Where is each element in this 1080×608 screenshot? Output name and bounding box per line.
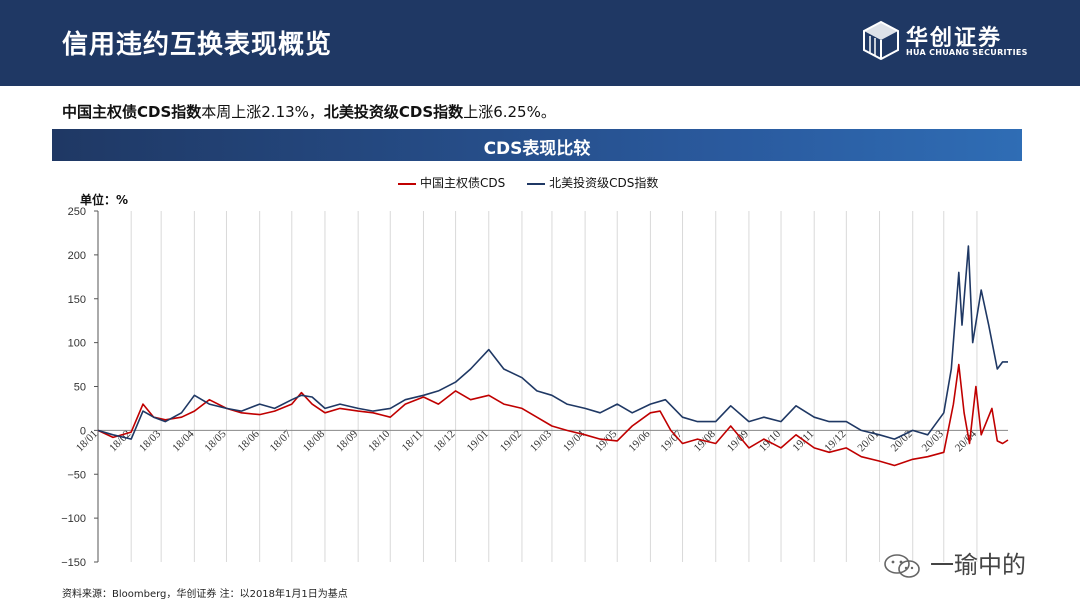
x-tick-label: 18/11: [400, 428, 426, 454]
page-title: 信用违约互换表现概览: [62, 30, 333, 60]
legend-item-china: 中国主权债CDS: [398, 174, 505, 191]
legend-swatch-na: [527, 182, 546, 185]
company-logo: 华创证券 HUA CHUANG SECURITIES: [862, 20, 1027, 64]
source-note: 资料来源：Bloomberg，华创证券 注：以2018年1月1日为基点: [62, 589, 348, 600]
x-tick-label: 18/04: [170, 428, 197, 455]
y-tick-label: −100: [61, 513, 86, 525]
summary-text: 中国主权债CDS指数本周上涨2.13%，北美投资级CDS指数上涨6.25%。: [62, 101, 556, 122]
x-tick-label: 19/09: [725, 428, 752, 455]
x-tick-label: 20/04: [953, 428, 980, 455]
x-tick-label: 19/02: [498, 428, 524, 454]
x-tick-label: 18/05: [202, 428, 229, 455]
y-tick-label: −50: [67, 469, 86, 481]
logo-text-en: HUA CHUANG SECURITIES: [906, 48, 1028, 57]
logo-text-cn: 华创证券: [906, 26, 1003, 51]
wechat-icon: [884, 554, 920, 578]
chart-banner-title: CDS表现比较: [483, 139, 591, 159]
y-tick-label: 250: [68, 206, 86, 218]
unit-label: 单位：%: [80, 193, 129, 207]
legend-swatch-china: [398, 182, 416, 185]
x-tick-label: 18/08: [301, 428, 328, 455]
x-tick-label: 19/01: [465, 428, 491, 454]
summary-china-change: 本周上涨2.13%，: [201, 103, 324, 121]
summary-na-change: 上涨6.25%。: [463, 103, 556, 121]
watermark-text: 一瑜中的: [930, 551, 1026, 579]
legend-label-china: 中国主权债CDS: [420, 176, 506, 190]
y-tick-label: 200: [68, 250, 86, 262]
x-tick-label: 18/06: [236, 428, 263, 455]
chart-banner: CDS表现比较: [52, 129, 1022, 161]
y-tick-label: 150: [68, 294, 86, 306]
y-tick-label: 100: [68, 338, 86, 350]
x-tick-label: 18/07: [268, 428, 295, 455]
x-tick-label: 18/12: [431, 428, 457, 454]
y-tick-label: −150: [61, 557, 86, 569]
summary-china-label: 中国主权债CDS指数: [62, 103, 202, 121]
legend-item-na: 北美投资级CDS指数: [527, 174, 658, 191]
y-tick-label: 50: [74, 382, 86, 394]
series-line-na: [97, 245, 1008, 440]
x-tick-label: 18/09: [334, 428, 361, 455]
x-tick-label: 18/01: [74, 428, 100, 454]
chart-legend: 中国主权债CDS 北美投资级CDS指数: [398, 174, 676, 191]
x-tick-label: 18/03: [137, 428, 164, 455]
x-tick-label: 19/06: [626, 428, 653, 455]
logo-cube-icon: [863, 20, 899, 60]
header-bar: 信用违约互换表现概览 华创证券 HUA CHUANG SECURITIES: [0, 0, 1080, 86]
x-tick-label: 18/10: [366, 428, 393, 455]
watermark: 一瑜中的: [882, 545, 1026, 580]
x-tick-label: 20/03: [920, 428, 947, 455]
x-tick-label: 19/03: [528, 428, 555, 455]
series-line-china: [97, 363, 1009, 467]
cds-line-chart: 18/01 18/02 18/03 18/04 18/05 18/06 18/07 18/08…: [61, 206, 1009, 569]
legend-label-na: 北美投资级CDS指数: [549, 176, 659, 190]
summary-na-label: 北美投资级CDS指数: [323, 103, 464, 121]
y-tick-label: 0: [80, 425, 86, 437]
